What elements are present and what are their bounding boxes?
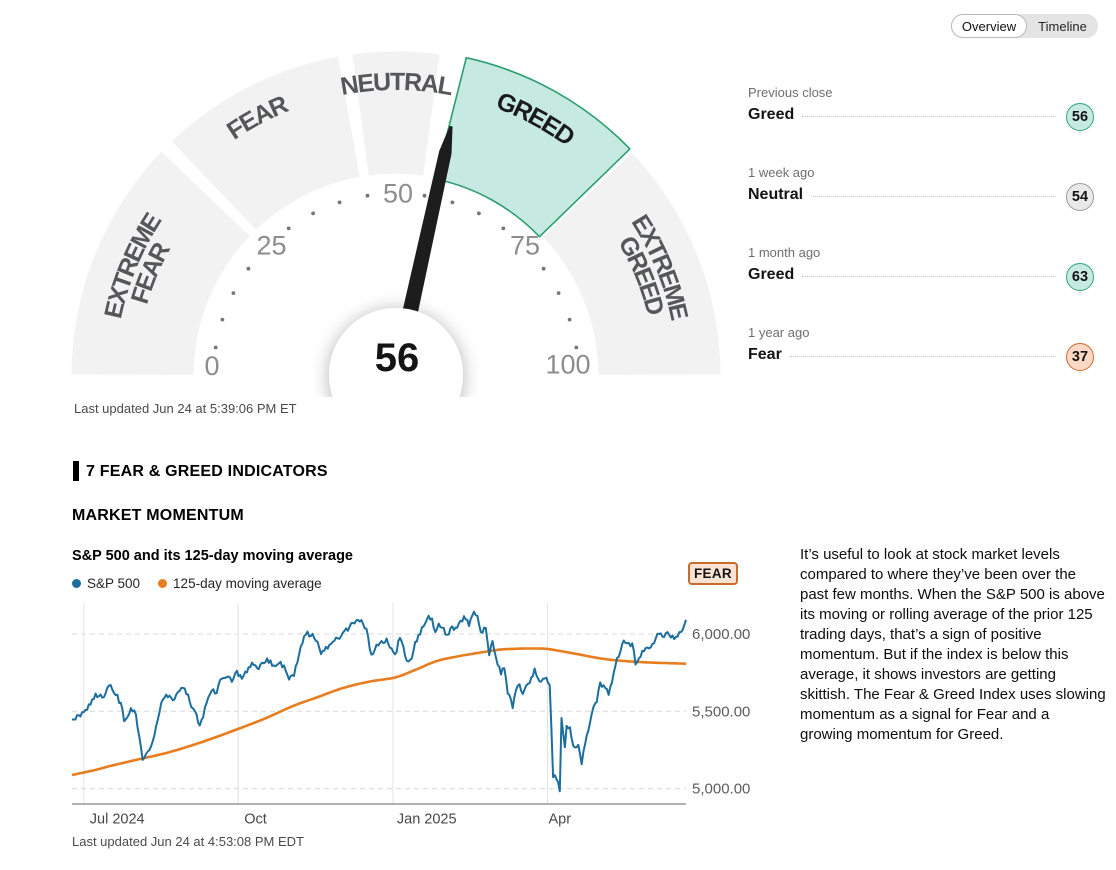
svg-text:5,000.00: 5,000.00: [692, 781, 750, 798]
svg-text:25: 25: [256, 231, 286, 261]
svg-text:75: 75: [510, 231, 540, 261]
svg-text:0: 0: [204, 351, 219, 381]
svg-text:Jan 2025: Jan 2025: [397, 812, 457, 828]
svg-text:6,000.00: 6,000.00: [692, 626, 750, 643]
svg-text:Apr: Apr: [549, 812, 572, 828]
svg-text:50: 50: [383, 179, 413, 209]
svg-text:Oct: Oct: [244, 812, 267, 828]
svg-text:NEUTRAL: NEUTRAL: [338, 68, 455, 101]
svg-text:Jul 2024: Jul 2024: [90, 812, 145, 828]
svg-text:5,500.00: 5,500.00: [692, 703, 750, 720]
svg-text:100: 100: [545, 350, 590, 380]
